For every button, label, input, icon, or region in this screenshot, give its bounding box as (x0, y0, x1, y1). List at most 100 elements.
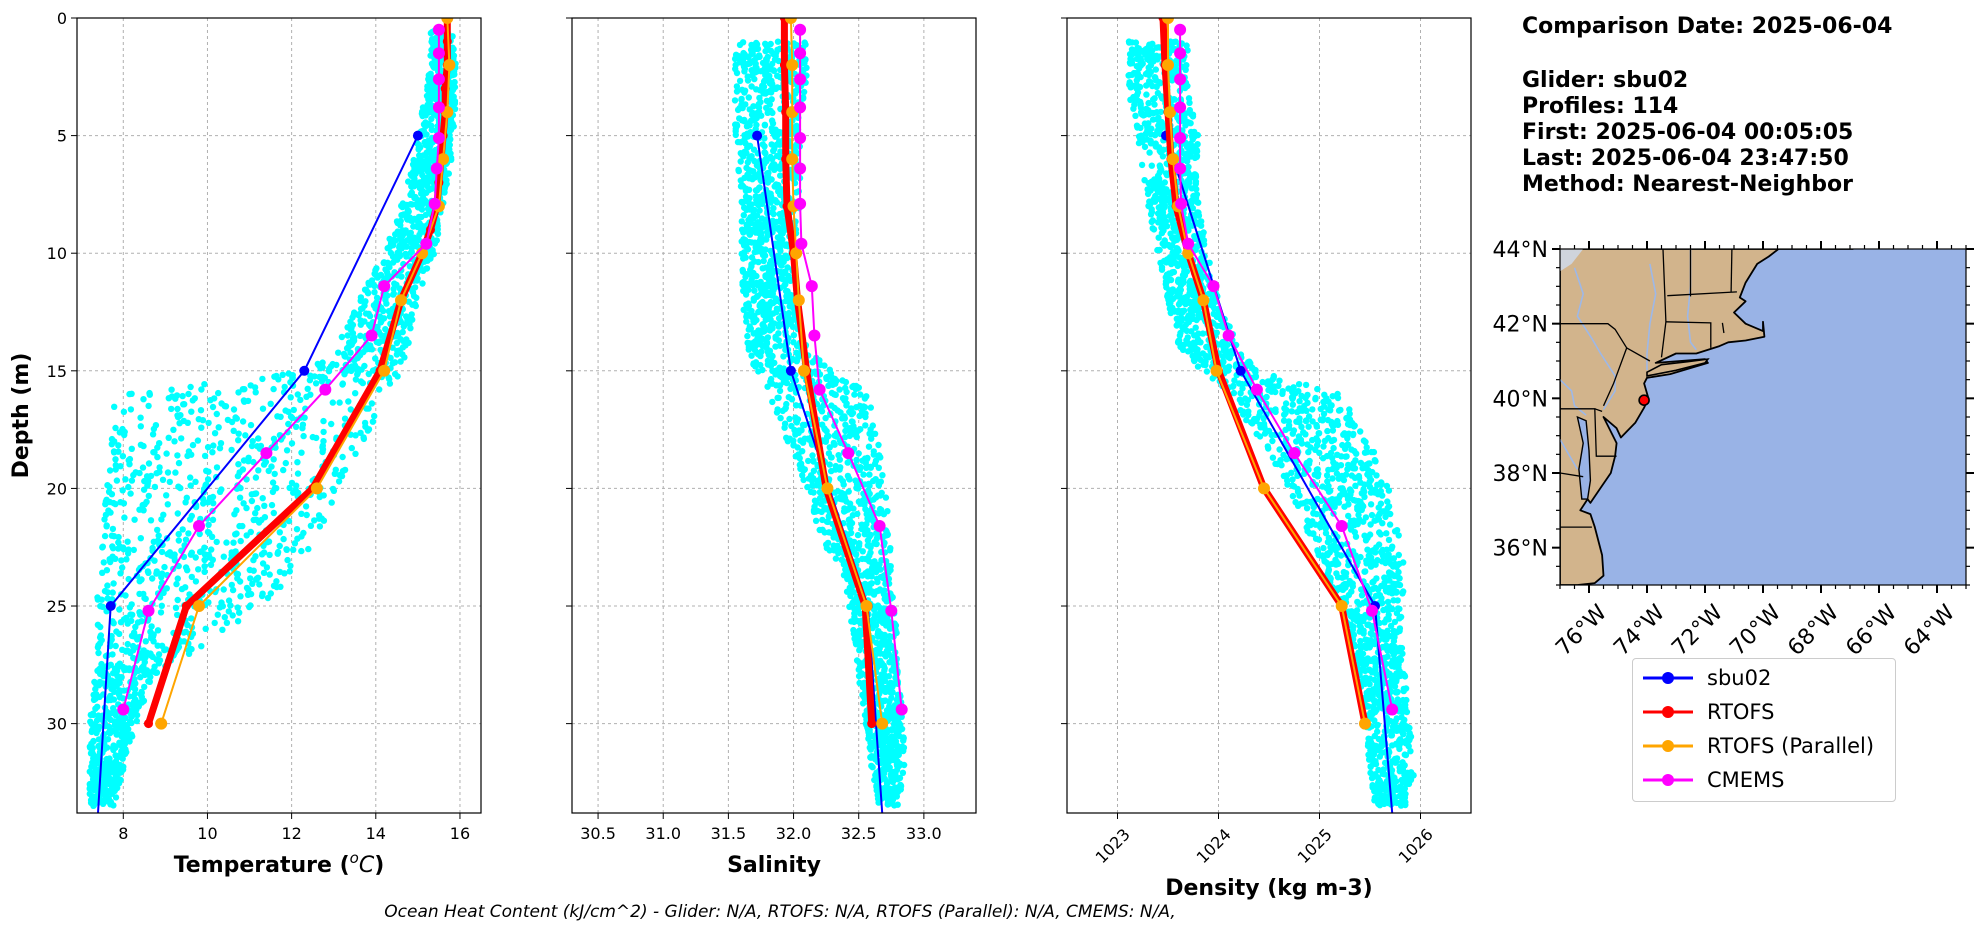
glider-point (250, 458, 257, 466)
glider-point (108, 790, 115, 797)
glider-point (769, 353, 776, 360)
glider-point (344, 332, 351, 339)
glider-point (748, 254, 756, 261)
glider-point (110, 580, 117, 587)
glider-point (419, 198, 426, 206)
glider-point (141, 501, 148, 508)
glider-point (259, 590, 266, 597)
glider-point (816, 495, 824, 502)
glider-point (117, 570, 124, 577)
glider-point (770, 320, 778, 327)
glider-point (330, 487, 338, 494)
glider-point (119, 564, 126, 571)
glider-point (425, 178, 432, 185)
glider-point (867, 464, 874, 471)
series-marker (432, 132, 445, 144)
series-marker (795, 237, 808, 250)
glider-point (112, 555, 119, 562)
glider-point (228, 551, 235, 559)
glider-scatter (731, 38, 908, 809)
glider-point (201, 544, 208, 551)
glider-point (865, 480, 873, 487)
series-marker (437, 153, 450, 166)
glider-point (107, 558, 114, 566)
glider-point (280, 535, 287, 543)
glider-point (271, 484, 279, 492)
glider-point (774, 141, 782, 148)
glider-point (788, 298, 795, 305)
glider-point (146, 389, 153, 397)
glider-point (119, 453, 127, 460)
glider-point (107, 661, 115, 668)
glider-point (114, 784, 121, 792)
glider-point (203, 481, 210, 488)
glider-point (831, 404, 838, 412)
glider-point (855, 498, 863, 505)
glider-point (750, 360, 757, 367)
glider-point (387, 354, 394, 362)
series-marker (786, 153, 799, 166)
glider-point (107, 710, 114, 717)
glider-point (240, 500, 247, 507)
glider-point (259, 375, 266, 383)
series-marker (193, 520, 205, 532)
glider-point (784, 438, 792, 445)
glider-point (745, 326, 752, 333)
glider-point (744, 77, 752, 84)
glider-point (897, 786, 904, 793)
glider-point (127, 710, 134, 717)
glider-point (286, 484, 293, 492)
glider-point (1296, 398, 1303, 405)
glider-point (259, 495, 266, 502)
glider-point (751, 287, 758, 294)
glider-point (320, 428, 327, 436)
glider-point (1323, 472, 1331, 479)
glider-point (357, 332, 364, 339)
glider-point (235, 430, 242, 437)
series-cmems (117, 23, 445, 716)
glider-point (748, 352, 755, 359)
glider-point (217, 440, 225, 447)
glider-point (297, 396, 304, 404)
glider-point (739, 266, 746, 274)
glider-point (384, 245, 391, 252)
glider-point (225, 597, 233, 604)
glider-point (288, 440, 296, 447)
glider-point (401, 354, 408, 361)
glider-point (886, 698, 893, 705)
glider-point (861, 395, 869, 402)
glider-point (369, 418, 377, 425)
glider-point (227, 602, 234, 609)
glider-point (396, 252, 404, 260)
glider-point (774, 394, 781, 402)
glider-point (432, 34, 440, 42)
x-tick-label: 14 (366, 824, 386, 843)
glider-point (847, 592, 854, 600)
glider-point (419, 267, 427, 274)
glider-point (883, 761, 890, 768)
glider-point (108, 767, 115, 774)
series-cmems (794, 23, 908, 716)
glider-point (419, 280, 426, 287)
glider-point (115, 448, 122, 455)
glider-point (124, 550, 132, 557)
glider-point (793, 349, 800, 356)
glider-point (741, 89, 748, 96)
glider-point (731, 97, 739, 104)
glider-point (347, 342, 354, 349)
glider-point (846, 603, 853, 610)
glider-point (153, 568, 160, 575)
glider-point (287, 394, 294, 401)
glider-point (331, 470, 338, 477)
glider-point (372, 355, 379, 362)
glider-point (899, 743, 906, 750)
y-tick-label: 25 (47, 597, 67, 616)
glider-point (868, 573, 875, 580)
glider-point (101, 587, 109, 595)
glider-point (208, 546, 215, 553)
glider-point (781, 424, 788, 431)
glider-point (868, 564, 876, 571)
glider-point (425, 147, 432, 155)
glider-point (361, 419, 369, 427)
glider-point (773, 308, 780, 316)
